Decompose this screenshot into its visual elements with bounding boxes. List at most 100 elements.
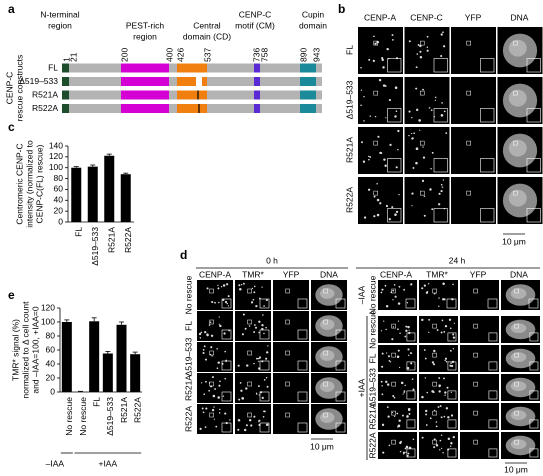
row-label: Δ519–533 [183,337,193,376]
micrograph [419,432,458,459]
spot [450,391,452,393]
spot [441,102,443,104]
domain [62,90,69,100]
micrograph [378,374,417,401]
roi [285,350,290,356]
spot [237,364,240,367]
spot [417,44,420,46]
spot [415,147,419,151]
spot [428,318,431,321]
roi [391,323,396,329]
domain-label: Cupin [302,9,324,19]
micrograph [358,27,403,74]
roi [473,439,478,445]
spot [438,377,441,379]
spot [203,393,206,396]
spot [222,395,225,397]
roi [466,40,471,46]
residue-number: 537 [202,48,212,62]
spot [392,289,395,292]
spot [217,287,220,290]
bar [102,353,113,392]
roi [247,319,252,325]
micrograph [235,373,271,403]
spot [408,412,411,415]
y-axis-label: TMR* signal (%) [10,319,20,381]
row-label: FL [367,353,377,363]
spot [217,284,219,287]
residue-number: 21 [68,52,78,62]
spot [209,321,212,324]
spot [216,348,218,350]
domain [254,104,260,113]
spot [200,382,203,384]
spot [402,451,406,454]
spot [413,132,415,134]
roi [514,323,519,329]
spot [252,298,255,301]
spot [415,87,418,90]
spot [245,387,248,390]
roi [391,352,396,358]
spot [385,204,389,208]
spot [426,49,429,52]
spot [391,412,394,414]
spot [227,305,230,307]
spot [226,302,228,305]
spot [397,349,400,352]
spot [243,282,245,285]
inset [221,360,232,371]
micrograph [378,345,417,372]
spot [427,283,430,285]
spot [381,58,384,62]
y-tick-label: 60 [54,184,64,194]
spot [374,42,377,45]
y-tick-label: 60 [46,344,56,354]
spot [411,192,414,195]
roi [466,190,471,196]
spot [437,406,440,408]
spot [382,84,386,87]
spot [381,57,384,60]
spot [261,286,263,288]
nucleus [320,412,335,423]
micrograph [460,345,499,372]
spot [399,366,401,369]
spot [425,424,428,426]
micrograph [460,280,499,310]
inset [433,158,448,173]
spot [421,179,425,182]
spot [405,451,407,453]
roi [432,323,437,329]
spot [411,205,413,207]
spot [369,115,372,117]
domain [62,104,69,113]
condition-label: –IAA [356,285,366,304]
spot [386,47,389,51]
inset [529,390,539,400]
spot [433,438,436,441]
spot [397,328,399,331]
spot [400,381,404,385]
x-tick-label: R522A [132,397,142,423]
inset [529,332,539,342]
spot [396,355,400,359]
spot [265,299,268,302]
domain [121,77,169,86]
roi [373,90,378,96]
spot [425,409,428,413]
row-label: No rescue [367,275,377,314]
spot [213,406,215,408]
roi [247,350,252,356]
spot [218,323,220,325]
spot [422,146,424,148]
spot [387,355,390,358]
spot [421,395,424,399]
spot [206,287,209,290]
spot [382,451,385,454]
group-label: +IAA [98,458,117,468]
spot [363,95,365,98]
spot [394,213,397,216]
roi [209,381,214,387]
